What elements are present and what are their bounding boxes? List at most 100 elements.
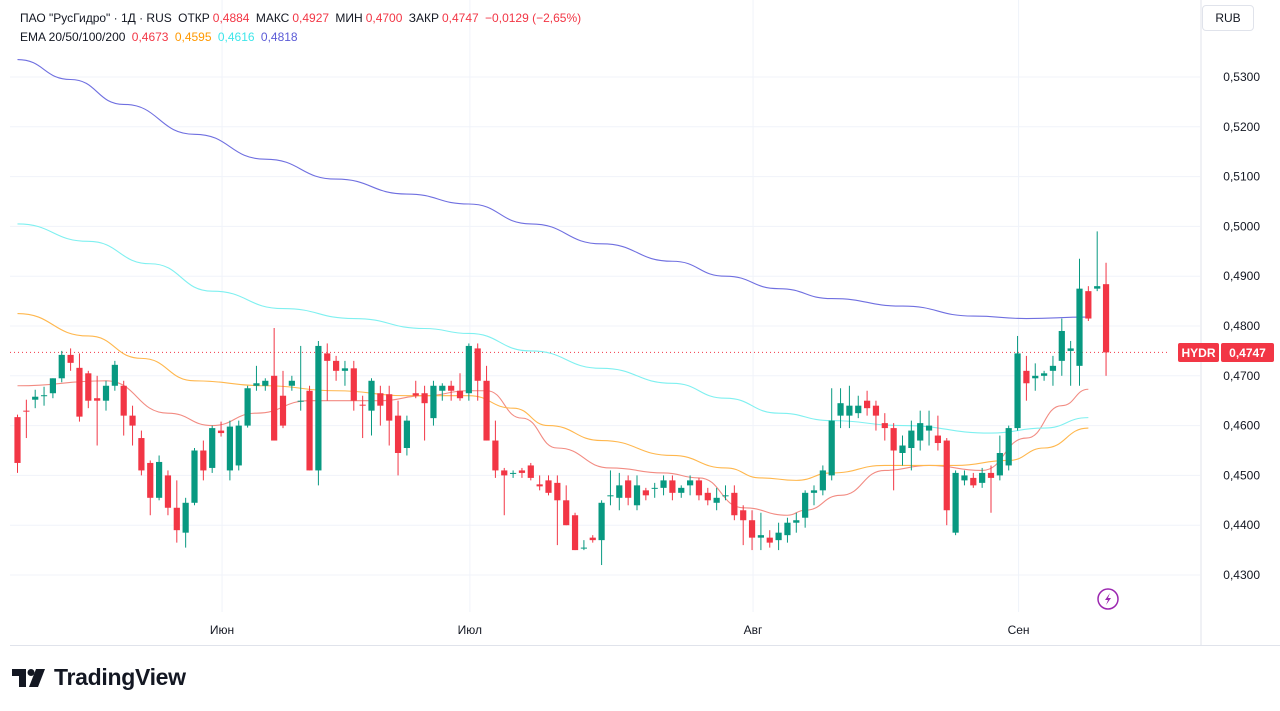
candle — [625, 475, 632, 506]
candle-body — [766, 537, 773, 543]
candle — [191, 448, 198, 506]
candle — [607, 470, 614, 506]
candle-body — [350, 368, 357, 401]
candle-body — [625, 480, 632, 498]
candle — [306, 385, 313, 471]
candle-body — [386, 394, 393, 421]
high-value: 0,4927 — [292, 11, 330, 25]
candle — [235, 420, 242, 471]
candle — [571, 512, 579, 551]
candle-body — [492, 440, 499, 471]
tradingview-logo[interactable]: TradingView — [12, 664, 186, 691]
candle-body — [545, 480, 552, 493]
candle-body — [94, 398, 101, 401]
candle-body — [554, 482, 561, 501]
candle-body — [536, 484, 543, 487]
ema-line-ema200 — [17, 59, 1089, 320]
candle-body — [704, 492, 711, 501]
candle-body — [129, 415, 136, 426]
candle-body — [253, 383, 260, 386]
candle — [580, 540, 587, 551]
candle-body — [890, 428, 897, 451]
candle — [1049, 355, 1057, 386]
candle-body — [40, 395, 48, 397]
candle — [934, 415, 941, 451]
candle-body — [102, 385, 110, 401]
x-tick-label: Июл — [458, 623, 482, 637]
candle — [642, 487, 649, 501]
candle — [102, 380, 110, 411]
candle-body — [1102, 284, 1110, 353]
ema-line-ema100 — [17, 223, 1089, 434]
candle — [713, 487, 720, 511]
y-tick-label: 0,4800 — [1223, 319, 1260, 333]
price-chart[interactable]: Июн Июл Авг Сен 0,5300 0,5200 0,5100 0,5000 0,4… — [10, 0, 1280, 645]
low-label: МИН — [335, 11, 363, 25]
candle — [120, 380, 127, 436]
candle — [598, 500, 605, 566]
candle — [156, 455, 163, 501]
candle — [704, 487, 711, 506]
candle-body — [333, 360, 340, 371]
candle — [1085, 286, 1092, 322]
candle — [722, 485, 729, 501]
candle — [412, 380, 419, 399]
close-label: ЗАКР — [408, 11, 439, 25]
candle-body — [209, 428, 216, 468]
candle — [23, 399, 30, 439]
candle — [545, 475, 552, 496]
candle — [32, 389, 39, 409]
candle-body — [1076, 288, 1083, 366]
y-tick-label: 0,5100 — [1223, 170, 1260, 184]
candle — [333, 355, 340, 381]
candle — [315, 340, 322, 486]
candle — [253, 365, 260, 391]
candle-body — [297, 400, 304, 402]
candle — [925, 410, 933, 446]
candle-body — [1049, 365, 1057, 371]
candle-body — [731, 492, 738, 516]
candle — [554, 475, 561, 546]
candle-body — [580, 547, 587, 549]
candle — [111, 360, 118, 391]
candle — [1102, 262, 1110, 376]
candles — [14, 231, 1110, 566]
candle — [85, 370, 92, 409]
candle-body — [527, 465, 534, 478]
chart-legend: ПАО "РусГидро" · 1Д · RUS ОТКР 0,4884 МАК… — [20, 9, 584, 47]
ema-label: EMA 20/50/100/200 — [20, 30, 126, 44]
candle — [527, 462, 534, 481]
candle — [182, 497, 189, 548]
candle — [890, 423, 897, 491]
candle-body — [182, 502, 189, 533]
candle-body — [430, 385, 437, 419]
candle — [403, 415, 410, 456]
x-tick-label: Сен — [1008, 623, 1030, 637]
candle — [394, 400, 402, 476]
candle-body — [279, 395, 287, 426]
y-tick-label: 0,4400 — [1223, 518, 1260, 532]
candle — [1067, 340, 1074, 386]
candle-body — [377, 393, 384, 406]
y-tick-label: 0,5000 — [1223, 219, 1260, 233]
candle — [802, 490, 809, 528]
candle — [421, 385, 428, 441]
candle — [766, 530, 773, 548]
candle — [359, 395, 366, 439]
candle — [1076, 258, 1083, 386]
candle-body — [642, 490, 649, 496]
candle — [297, 345, 304, 411]
candle-body — [802, 492, 809, 518]
candle-body — [49, 378, 56, 394]
candle — [881, 413, 888, 441]
chart-area[interactable]: Июн Июл Авг Сен 0,5300 0,5200 0,5100 0,5000 0,4… — [10, 0, 1280, 646]
candle — [748, 510, 756, 551]
lightning-icon[interactable] — [1097, 588, 1119, 610]
candle-body — [996, 452, 1003, 476]
candle — [377, 385, 384, 426]
candle-body — [917, 423, 924, 441]
candle — [1023, 355, 1030, 401]
ema100-value: 0,4616 — [217, 30, 255, 44]
currency-button[interactable]: RUB — [1202, 5, 1254, 31]
candle-body — [421, 393, 428, 404]
